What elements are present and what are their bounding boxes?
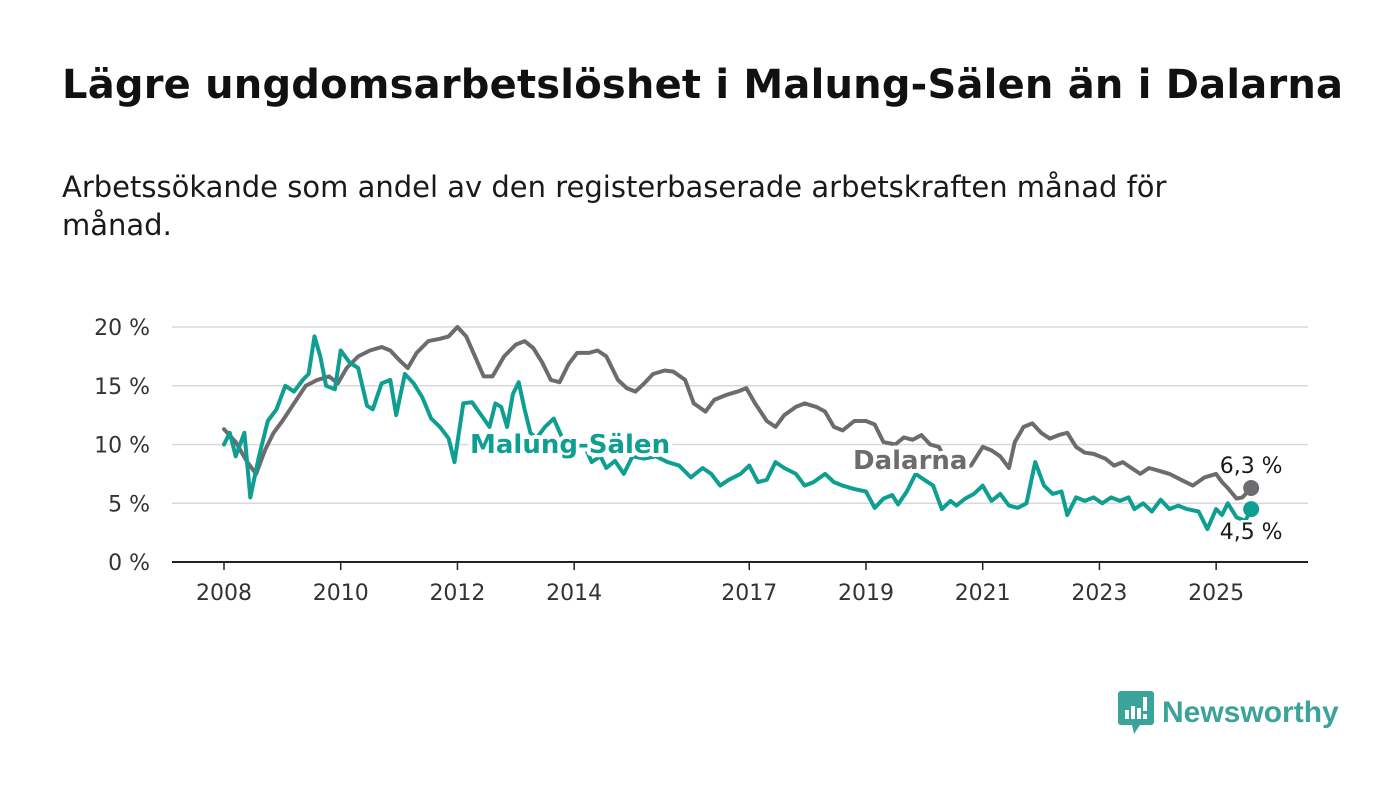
y-tick-label: 10 % xyxy=(94,434,150,459)
y-tick-label: 15 % xyxy=(94,375,150,400)
chart-gridlines xyxy=(172,326,1308,563)
series-label-dalarna: Dalarna xyxy=(853,446,967,476)
brand-name: Newsworthy xyxy=(1162,696,1339,729)
x-tick-label: 2025 xyxy=(1188,581,1244,606)
y-tick-label: 5 % xyxy=(108,492,150,517)
chart-series-labels: Dalarna Malung-Sälen 6,3 % 4,5 % xyxy=(466,426,1285,548)
x-tick-label: 2023 xyxy=(1071,581,1127,606)
x-tick-label: 2017 xyxy=(721,581,777,606)
series-end-point-malung-s-len xyxy=(1243,501,1260,518)
series-end-point-dalarna xyxy=(1243,479,1260,496)
x-tick-label: 2021 xyxy=(955,581,1011,606)
y-tick-label: 20 % xyxy=(94,316,150,341)
x-tick-label: 2014 xyxy=(546,581,602,606)
series-line-malung-s-len xyxy=(222,334,1254,532)
end-value-label-malung-s-len: 4,5 % xyxy=(1220,520,1283,545)
newsworthy-brand[interactable]: Newsworthy xyxy=(1118,690,1339,736)
x-tick-label: 2019 xyxy=(838,581,894,606)
chart-title: Lägre ungdomsarbetslöshet i Malung-Sälen… xyxy=(62,62,1344,108)
chart-series-lines xyxy=(222,325,1260,532)
x-tick-label: 2012 xyxy=(429,581,485,606)
end-value-label-dalarna: 6,3 % xyxy=(1220,454,1283,479)
x-tick-label: 2010 xyxy=(313,581,369,606)
chart-subtitle: Arbetssökande som andel av den registerb… xyxy=(62,170,1167,242)
series-label-malung-s-len: Malung-Sälen xyxy=(470,430,670,460)
newsworthy-logo-icon xyxy=(1118,691,1154,734)
y-tick-label: 0 % xyxy=(108,551,150,576)
series-line-dalarna xyxy=(222,325,1254,501)
y-axis-ticks: 0 % 5 % 10 % 15 % 20 % xyxy=(94,316,150,576)
x-axis-ticks: 2008 2010 2012 2014 2017 2019 2021 2023 2025 xyxy=(196,562,1244,606)
x-tick-label: 2008 xyxy=(196,581,252,606)
